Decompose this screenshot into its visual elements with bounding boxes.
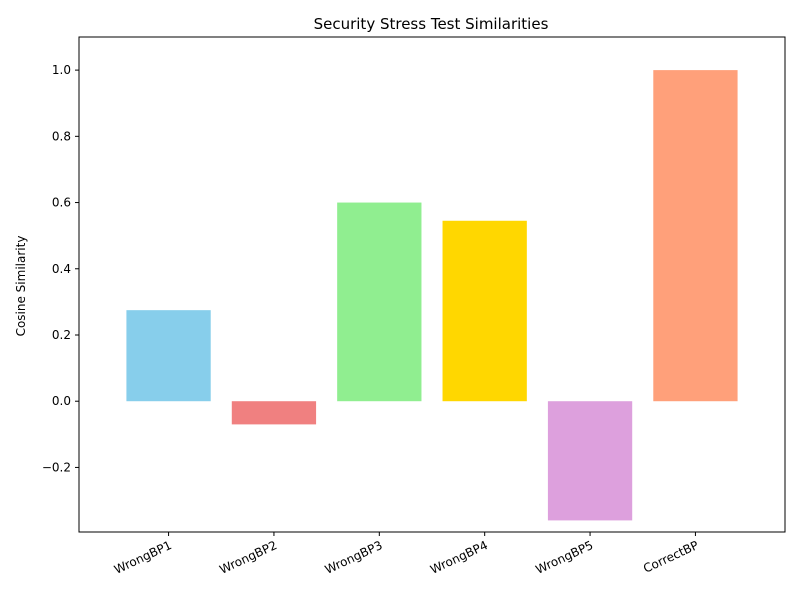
bar-wrongbp3 [337,202,422,402]
chart-title: Security Stress Test Similarities [314,15,549,33]
bar-wrongbp2 [231,401,317,425]
x-tick-label: CorrectBP [641,538,701,576]
bar-wrongbp1 [126,310,211,402]
y-tick-label: −0.2 [42,460,71,474]
x-tick-label: WrongBP2 [217,538,279,577]
plot-frame [78,36,786,533]
x-tick-label: WrongBP3 [323,538,385,577]
y-tick-label: 0.4 [52,262,71,276]
x-tick-label: WrongBP4 [428,538,490,577]
bar-wrongbp5 [547,401,633,521]
y-axis-label: Cosine Similarity [14,236,28,337]
bar-wrongbp4 [442,220,527,402]
y-axis: −0.2 0.0 0.2 0.4 0.6 0.8 1.0 [42,63,79,474]
x-axis: WrongBP1 WrongBP2 WrongBP3 WrongBP4 WrongBP5… [112,532,701,577]
y-tick-label: 0.2 [52,328,71,342]
y-tick-label: 0.0 [52,394,71,408]
bars-group [126,70,738,521]
y-tick-label: 1.0 [52,63,71,77]
x-tick-label: WrongBP1 [112,538,174,577]
y-tick-label: 0.8 [52,129,71,143]
y-tick-label: 0.6 [52,196,71,210]
x-tick-label: WrongBP5 [534,538,596,577]
bar-correctbp [653,70,738,402]
